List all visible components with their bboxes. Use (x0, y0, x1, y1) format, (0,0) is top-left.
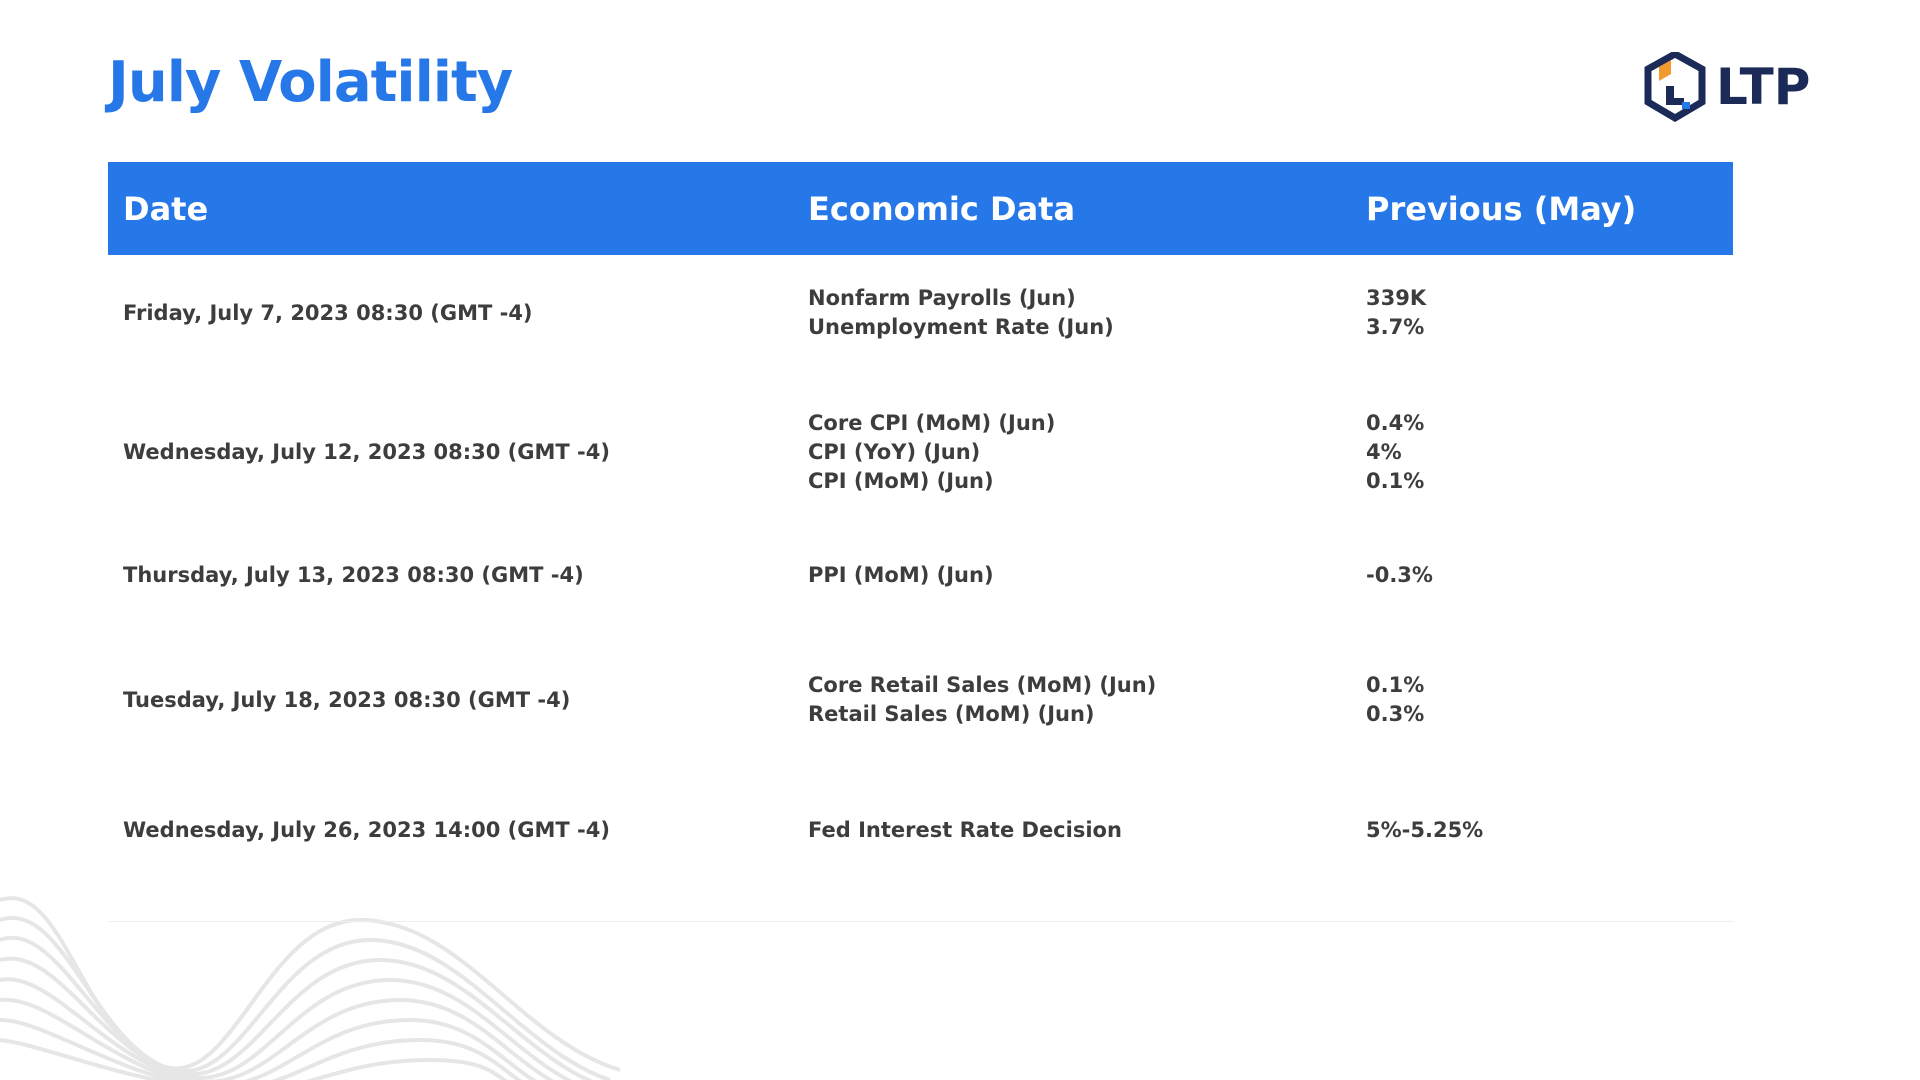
previous-value: 3.7% (1366, 315, 1425, 339)
table-row: Wednesday, July 26, 2023 14:00 (GMT -4) … (108, 800, 1733, 860)
date-cell: Wednesday, July 12, 2023 08:30 (GMT -4) (123, 395, 610, 510)
indicator-name: CPI (YoY) (Jun) (808, 440, 981, 464)
economic-data-cell: Core Retail Sales (MoM) (Jun) Retail Sal… (808, 650, 1156, 750)
economic-data-cell: Core CPI (MoM) (Jun) CPI (YoY) (Jun) CPI… (808, 395, 1055, 510)
logo-text: LTP (1716, 58, 1811, 116)
indicator-name: Retail Sales (MoM) (Jun) (808, 702, 1095, 726)
indicator-name: Unemployment Rate (Jun) (808, 315, 1114, 339)
page-title: July Volatility (108, 50, 513, 115)
date-text: Wednesday, July 12, 2023 08:30 (GMT -4) (123, 440, 610, 464)
column-header-date: Date (123, 189, 209, 228)
column-header-economic-data: Economic Data (808, 189, 1076, 228)
economic-data-cell: PPI (MoM) (Jun) (808, 545, 994, 605)
economic-data-cell: Nonfarm Payrolls (Jun) Unemployment Rate… (808, 265, 1114, 361)
previous-cell: -0.3% (1366, 545, 1433, 605)
column-header-previous: Previous (May) (1366, 189, 1637, 228)
previous-cell: 339K 3.7% (1366, 265, 1426, 361)
table-row: Thursday, July 13, 2023 08:30 (GMT -4) P… (108, 545, 1733, 605)
indicator-name: Nonfarm Payrolls (Jun) (808, 286, 1076, 310)
previous-value: 0.1% (1366, 673, 1425, 697)
previous-value: -0.3% (1366, 562, 1433, 587)
economic-data-cell: Fed Interest Rate Decision (808, 800, 1122, 860)
date-text: Tuesday, July 18, 2023 08:30 (GMT -4) (123, 687, 571, 712)
indicator-name: Core CPI (MoM) (Jun) (808, 411, 1056, 435)
date-cell: Tuesday, July 18, 2023 08:30 (GMT -4) (123, 650, 570, 750)
previous-cell: 5%-5.25% (1366, 800, 1483, 860)
previous-value: 5%-5.25% (1366, 817, 1484, 842)
previous-cell: 0.1% 0.3% (1366, 650, 1424, 750)
indicator-name: PPI (MoM) (Jun) (808, 562, 994, 587)
date-text: Thursday, July 13, 2023 08:30 (GMT -4) (123, 562, 584, 587)
table-row: Tuesday, July 18, 2023 08:30 (GMT -4) Co… (108, 650, 1733, 750)
date-cell: Wednesday, July 26, 2023 14:00 (GMT -4) (123, 800, 610, 860)
date-text: Friday, July 7, 2023 08:30 (GMT -4) (123, 300, 533, 325)
indicator-name: Fed Interest Rate Decision (808, 817, 1122, 842)
date-text: Wednesday, July 26, 2023 14:00 (GMT -4) (123, 817, 610, 842)
previous-value: 0.4% (1366, 411, 1425, 435)
ltp-logo: LTP (1644, 52, 1810, 122)
date-cell: Thursday, July 13, 2023 08:30 (GMT -4) (123, 545, 584, 605)
previous-cell: 0.4% 4% 0.1% (1366, 395, 1424, 510)
indicator-name: CPI (MoM) (Jun) (808, 469, 994, 493)
table-row: Wednesday, July 12, 2023 08:30 (GMT -4) … (108, 395, 1733, 510)
table-header: Date Economic Data Previous (May) (108, 162, 1733, 255)
ltp-cube-logo-icon (1644, 52, 1706, 122)
table-body: Friday, July 7, 2023 08:30 (GMT -4) Nonf… (108, 255, 1733, 922)
decorative-waves (0, 896, 621, 1080)
previous-value: 0.3% (1366, 702, 1425, 726)
previous-value: 0.1% (1366, 469, 1425, 493)
indicator-name: Core Retail Sales (MoM) (Jun) (808, 673, 1157, 697)
table-row: Friday, July 7, 2023 08:30 (GMT -4) Nonf… (108, 265, 1733, 361)
previous-value: 4% (1366, 440, 1402, 464)
date-cell: Friday, July 7, 2023 08:30 (GMT -4) (123, 265, 533, 361)
economic-calendar-table: Date Economic Data Previous (May) Friday… (108, 162, 1733, 922)
previous-value: 339K (1366, 286, 1427, 310)
